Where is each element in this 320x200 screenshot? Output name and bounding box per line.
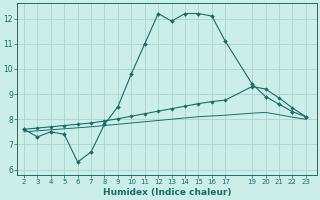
X-axis label: Humidex (Indice chaleur): Humidex (Indice chaleur) <box>103 188 231 197</box>
